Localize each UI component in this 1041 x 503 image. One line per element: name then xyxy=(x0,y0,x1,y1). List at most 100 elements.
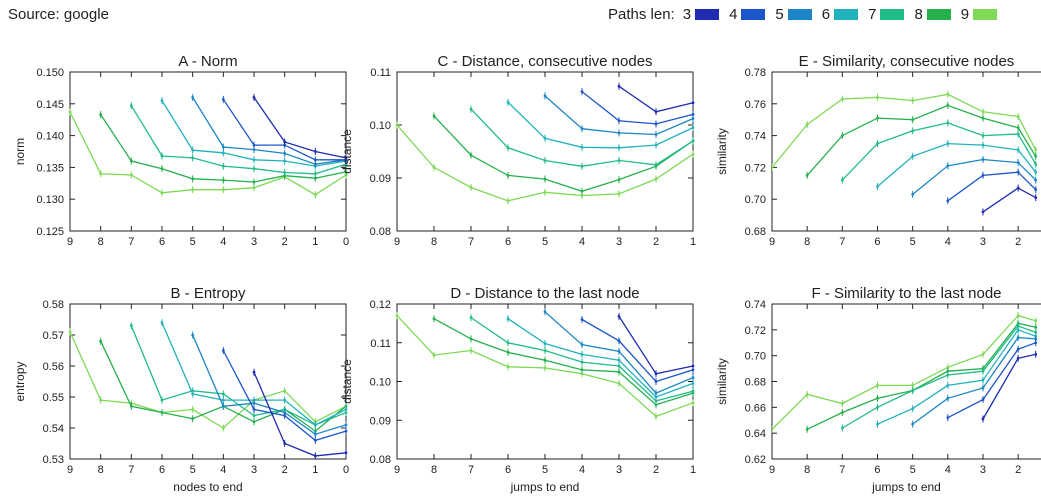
data-point xyxy=(191,156,195,160)
x-tick-label: 3 xyxy=(251,236,257,248)
series-line-7 xyxy=(470,108,694,167)
data-point xyxy=(160,167,164,171)
data-point xyxy=(654,133,658,136)
data-point xyxy=(946,369,950,373)
data-point xyxy=(876,396,879,400)
data-point xyxy=(981,352,985,356)
data-point xyxy=(160,154,164,158)
series-line-8 xyxy=(806,104,1037,176)
data-point xyxy=(191,188,195,192)
data-point xyxy=(252,186,256,190)
x-tick-label: 4 xyxy=(220,236,226,248)
x-tick-label: 2 xyxy=(282,464,288,476)
legend-label: 7 xyxy=(868,6,877,23)
data-point xyxy=(191,392,195,396)
x-tick-label: 0 xyxy=(343,464,349,476)
data-point xyxy=(654,110,658,114)
data-point xyxy=(432,317,436,321)
data-point xyxy=(506,341,510,345)
data-point xyxy=(691,152,695,156)
y-tick-label: 0.10 xyxy=(370,120,391,132)
data-point xyxy=(911,422,915,426)
y-tick-label: 0.08 xyxy=(370,454,391,466)
y-tick-label: 0.56 xyxy=(43,361,64,373)
plot-frame xyxy=(69,303,347,460)
y-tick-label: 0.57 xyxy=(43,330,64,342)
data-point xyxy=(981,134,985,138)
data-point xyxy=(805,123,809,126)
y-tick-label: 0.140 xyxy=(36,131,64,143)
y-tick-label: 0.62 xyxy=(745,454,766,466)
chart-panel: A - Norm 0.125 0.130 0.135 0.140 0.145 0.150 9 8… xyxy=(13,53,349,248)
data-point xyxy=(840,97,844,101)
y-tick-label: 0.70 xyxy=(745,351,766,363)
x-tick-label: 4 xyxy=(579,236,585,248)
data-point xyxy=(981,116,985,120)
legend-label: 9 xyxy=(960,6,970,23)
x-tick-label: 2 xyxy=(282,236,288,248)
x-tick-label: 1 xyxy=(690,464,696,476)
data-point xyxy=(1034,188,1038,192)
plot-frame xyxy=(771,71,1041,232)
x-tick-label: 5 xyxy=(542,464,548,476)
data-point xyxy=(221,349,225,352)
y-tick-label: 0.72 xyxy=(745,162,766,174)
data-point xyxy=(252,167,256,171)
data-point xyxy=(691,126,695,130)
series-line-6 xyxy=(877,142,1037,187)
x-tick-label: 0 xyxy=(343,236,349,248)
legend-label: 5 xyxy=(775,6,784,23)
data-point xyxy=(191,148,195,152)
data-point xyxy=(1016,161,1020,165)
data-point xyxy=(654,399,658,403)
x-tick-label: 7 xyxy=(128,236,134,248)
y-axis-label: similarity xyxy=(715,128,729,175)
data-point xyxy=(654,395,658,399)
series-line-5 xyxy=(544,95,694,136)
data-point xyxy=(981,398,985,401)
data-point xyxy=(1016,115,1020,118)
data-point xyxy=(221,145,225,149)
data-point xyxy=(946,383,950,387)
data-point xyxy=(252,143,256,147)
y-tick-label: 0.09 xyxy=(370,415,391,427)
x-tick-label: 8 xyxy=(98,464,104,476)
chart-title: B - Entropy xyxy=(170,285,246,302)
y-tick-label: 0.53 xyxy=(43,454,64,466)
data-point xyxy=(1016,324,1020,328)
data-point xyxy=(1016,336,1020,339)
data-point xyxy=(580,145,584,149)
data-point xyxy=(981,369,985,373)
data-point xyxy=(691,389,695,393)
data-point xyxy=(772,166,774,169)
data-point xyxy=(805,393,809,396)
data-point xyxy=(283,171,287,174)
legend-label: 8 xyxy=(914,6,923,23)
y-tick-label: 0.145 xyxy=(36,99,64,111)
x-tick-label: 5 xyxy=(910,464,916,476)
data-point xyxy=(129,104,133,108)
data-point xyxy=(654,414,658,418)
data-point xyxy=(617,315,621,318)
data-point xyxy=(654,143,658,147)
data-point xyxy=(1016,126,1020,130)
data-point xyxy=(1016,314,1020,318)
data-point xyxy=(252,370,256,374)
data-point xyxy=(1034,148,1038,152)
data-point xyxy=(1034,170,1038,174)
x-tick-label: 3 xyxy=(616,464,622,476)
x-tick-label: 7 xyxy=(839,236,845,248)
data-point xyxy=(617,382,621,385)
data-point xyxy=(654,177,658,181)
data-point xyxy=(981,378,985,382)
data-point xyxy=(252,420,256,424)
y-tick-label: 0.68 xyxy=(745,226,766,238)
data-point xyxy=(543,177,547,181)
y-tick-label: 0.64 xyxy=(745,428,766,440)
data-point xyxy=(876,142,879,145)
data-point xyxy=(617,131,621,135)
data-point xyxy=(876,96,879,99)
data-point xyxy=(772,427,774,431)
data-point xyxy=(252,401,256,405)
y-tick-label: 0.08 xyxy=(370,226,391,238)
